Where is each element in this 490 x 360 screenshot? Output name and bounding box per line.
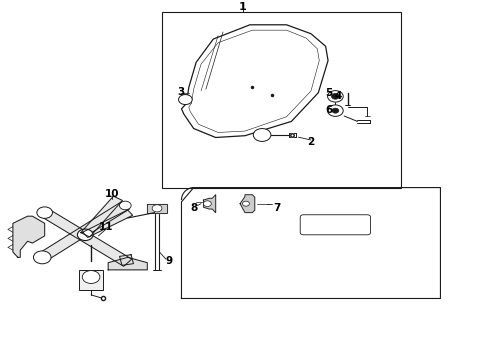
Text: 8: 8 xyxy=(190,203,197,213)
Text: 9: 9 xyxy=(166,256,173,266)
Circle shape xyxy=(328,91,343,102)
Text: 10: 10 xyxy=(105,189,120,199)
Circle shape xyxy=(253,129,271,141)
Text: 11: 11 xyxy=(98,222,113,232)
Text: 4: 4 xyxy=(334,91,342,102)
Polygon shape xyxy=(38,202,129,261)
Circle shape xyxy=(120,201,131,210)
Polygon shape xyxy=(13,216,45,257)
Circle shape xyxy=(82,271,100,283)
Circle shape xyxy=(332,108,339,113)
Circle shape xyxy=(203,201,211,207)
Circle shape xyxy=(77,229,93,240)
Polygon shape xyxy=(81,196,122,237)
Polygon shape xyxy=(147,204,167,213)
Polygon shape xyxy=(203,195,216,213)
Polygon shape xyxy=(108,257,147,270)
Text: 3: 3 xyxy=(177,87,184,97)
Circle shape xyxy=(152,205,162,212)
Text: 2: 2 xyxy=(307,137,315,147)
Polygon shape xyxy=(240,195,255,213)
Bar xyxy=(162,12,401,188)
Text: 7: 7 xyxy=(273,203,280,213)
Polygon shape xyxy=(41,209,132,266)
Text: 1: 1 xyxy=(239,2,246,12)
Circle shape xyxy=(178,95,192,104)
Circle shape xyxy=(328,105,343,116)
Circle shape xyxy=(37,207,52,219)
Bar xyxy=(79,270,103,289)
Polygon shape xyxy=(83,210,133,238)
Polygon shape xyxy=(120,255,133,265)
FancyBboxPatch shape xyxy=(300,215,370,235)
Text: 6: 6 xyxy=(325,105,333,115)
Circle shape xyxy=(331,94,339,99)
Circle shape xyxy=(243,201,249,206)
Text: 5: 5 xyxy=(325,88,333,98)
Circle shape xyxy=(33,251,51,264)
